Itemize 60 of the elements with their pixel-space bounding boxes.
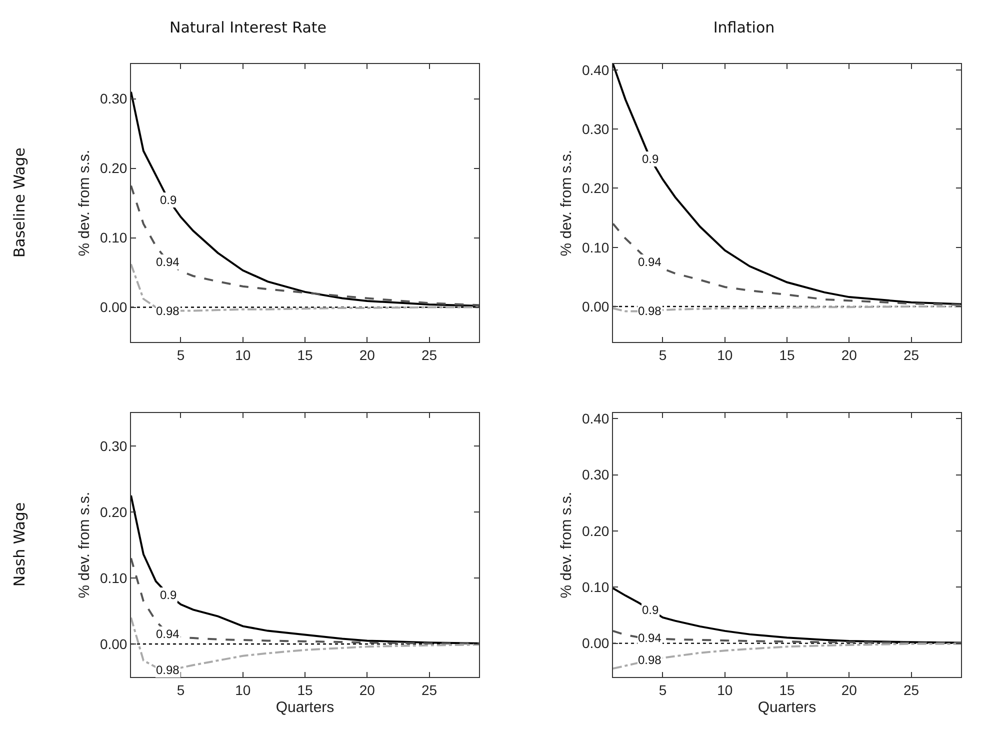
x-tick-label: 10 [235, 346, 251, 363]
y-tick-label: 0.30 [582, 466, 610, 483]
y-tick-label: 0.10 [582, 579, 610, 596]
x-tick-label: 20 [359, 346, 376, 363]
series-label: 0.98 [638, 653, 662, 667]
y-tick-label: 0.40 [582, 410, 610, 427]
y-axis-title: % dev. from s.s. [558, 150, 576, 256]
line-series [613, 222, 961, 306]
x-tick-label: 25 [422, 346, 438, 363]
y-tick-label: 0.40 [582, 62, 610, 78]
series-label: 0.94 [638, 255, 662, 269]
x-tick-label: 25 [904, 682, 920, 698]
line-series [613, 642, 961, 670]
x-tick-label: 15 [779, 346, 795, 363]
series-label: 0.94 [156, 255, 180, 269]
y-tick-label: 0.10 [100, 570, 128, 586]
x-tick-label: 10 [235, 682, 251, 698]
x-tick-label: 25 [904, 346, 920, 363]
x-tick-label: 25 [422, 682, 438, 698]
series-label: 0.94 [156, 627, 180, 641]
x-tick-label: 15 [297, 682, 313, 698]
y-tick-label: 0.00 [100, 636, 128, 652]
y-tick-label: 0.20 [582, 180, 610, 196]
x-tick-label: 15 [297, 346, 313, 363]
x-tick-label: 5 [658, 346, 667, 363]
x-tick-label: 20 [841, 346, 858, 363]
y-tick-label: 0.00 [582, 298, 610, 314]
y-axis-title: % dev. from s.s. [76, 150, 94, 256]
text: Baseline Wage [10, 147, 29, 258]
text: Nash Wage [10, 502, 29, 587]
y-tick-label: 0.10 [582, 239, 610, 256]
y-tick-label: 0.30 [100, 438, 128, 454]
y-tick-label: 0.00 [100, 299, 128, 316]
line-series [131, 184, 479, 306]
x-tick-label: 5 [658, 682, 667, 698]
y-axis-title: % dev. from s.s. [76, 492, 94, 598]
y-tick-label: 0.20 [100, 504, 128, 520]
y-tick-label: 0.00 [582, 635, 610, 652]
y-tick-label: 0.20 [100, 160, 128, 176]
x-tick-label: 20 [841, 682, 858, 698]
chart-title: Natural Interest Rate [169, 18, 327, 36]
series-label: 0.9 [160, 588, 178, 602]
y-tick-label: 0.30 [582, 120, 610, 137]
chart-title: Inflation [713, 18, 775, 36]
x-tick-label: 10 [717, 346, 733, 363]
x-tick-label: 5 [176, 682, 185, 698]
series-label: 0.9 [160, 193, 178, 207]
y-tick-label: 0.20 [582, 522, 610, 539]
x-tick-label: 5 [176, 346, 185, 363]
y-tick-label: 0.30 [100, 90, 128, 107]
x-tick-label: 20 [359, 682, 376, 698]
line-series [131, 557, 479, 644]
x-tick-label: 15 [779, 682, 795, 698]
x-tick-label: 10 [717, 682, 733, 698]
x-axis-title: Quarters [758, 698, 816, 716]
y-axis-title: % dev. from s.s. [558, 492, 576, 598]
x-axis-title: Quarters [276, 698, 334, 716]
series-label: 0.9 [642, 152, 660, 166]
y-tick-label: 0.10 [100, 230, 128, 246]
series-label: 0.9 [642, 603, 660, 617]
